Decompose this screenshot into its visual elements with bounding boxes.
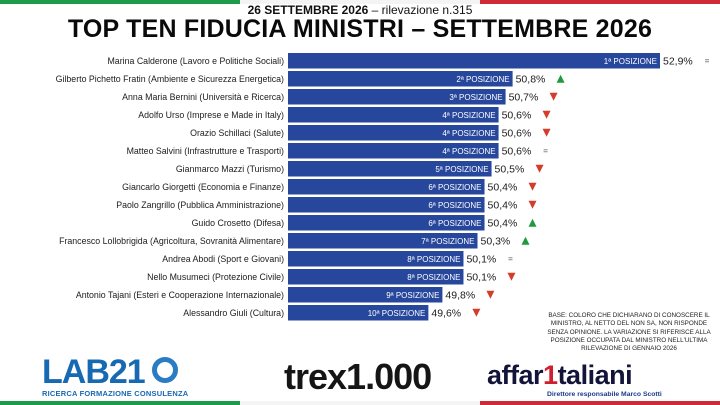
position-label: 9ª POSIZIONE — [386, 291, 439, 300]
value-label: 50,7% — [509, 91, 539, 103]
flag-stripe-white — [240, 0, 480, 4]
trend-down-icon — [486, 290, 495, 299]
lab21-logo: LAB21 RICERCA FORMAZIONE CONSULENZA — [40, 353, 200, 399]
category-label: Paolo Zangrillo (Pubblica Amministrazion… — [116, 200, 284, 210]
category-label: Francesco Lollobrigida (Agricoltura, Sov… — [59, 236, 284, 246]
position-label: 8ª POSIZIONE — [407, 255, 460, 264]
trend-down-icon — [528, 182, 537, 191]
category-label: Antonio Tajani (Esteri e Cooperazione In… — [76, 290, 284, 300]
flag-stripe-green — [0, 0, 240, 4]
value-label: 49,8% — [445, 289, 475, 301]
category-label: Anna Maria Bernini (Università e Ricerca… — [122, 92, 284, 102]
value-label: 49,6% — [431, 307, 461, 319]
trend-down-icon — [542, 128, 551, 137]
survey-subtitle: 26 SETTEMBRE 2026 – rilevazione n.315 — [247, 3, 473, 17]
position-label: 4ª POSIZIONE — [442, 111, 495, 120]
bottom-flag-stripe-white — [240, 401, 480, 405]
affaritaliani-wordmark: affar1taliani — [487, 360, 633, 390]
category-label: Marina Calderone (Lavoro e Politiche Soc… — [107, 56, 284, 66]
lab21-wordmark: LAB21 — [42, 353, 146, 391]
trend-same-icon-bottom — [543, 151, 548, 153]
category-label: Matteo Salvini (Infrastrutture e Traspor… — [127, 146, 284, 156]
bar — [288, 125, 499, 141]
trex-wordmark: trex1.000 — [284, 356, 432, 397]
survey-number: rilevazione n.315 — [381, 3, 473, 17]
ranking-chart: Marina Calderone (Lavoro e Politiche Soc… — [56, 53, 709, 321]
bar — [288, 287, 443, 303]
trend-down-icon — [507, 272, 516, 281]
value-label: 50,6% — [502, 109, 532, 121]
trend-same-icon-bottom — [508, 259, 513, 261]
category-label: Gianmarco Mazzi (Turismo) — [176, 164, 284, 174]
affaritaliani-tagline: Direttore responsabile Marco Scotti — [547, 391, 662, 398]
position-label: 6ª POSIZIONE — [428, 201, 481, 210]
trend-down-icon — [472, 308, 481, 317]
trend-down-icon — [542, 110, 551, 119]
category-label: Adolfo Urso (Imprese e Made in Italy) — [138, 110, 284, 120]
bar — [288, 53, 660, 69]
position-label: 4ª POSIZIONE — [442, 147, 495, 156]
flag-stripe-red — [480, 0, 720, 4]
lab21-ring-icon — [152, 357, 178, 383]
category-label: Giancarlo Giorgetti (Economia e Finanze) — [122, 182, 284, 192]
bar — [288, 305, 429, 321]
value-label: 50,1% — [466, 271, 496, 283]
bottom-flag-stripe-red — [480, 401, 720, 405]
category-label: Nello Musumeci (Protezione Civile) — [147, 272, 284, 282]
bar — [288, 215, 485, 231]
category-label: Orazio Schillaci (Salute) — [190, 128, 284, 138]
bar — [288, 161, 492, 177]
value-label: 50,4% — [488, 181, 518, 193]
position-label: 4ª POSIZIONE — [442, 129, 495, 138]
value-label: 50,1% — [466, 253, 496, 265]
trex-logo: trex1.000 — [284, 356, 454, 400]
position-label: 5ª POSIZIONE — [435, 165, 488, 174]
position-label: 6ª POSIZIONE — [428, 183, 481, 192]
position-label: 3ª POSIZIONE — [449, 93, 502, 102]
position-label: 6ª POSIZIONE — [428, 219, 481, 228]
bar — [288, 107, 499, 123]
value-label: 52,9% — [663, 55, 693, 67]
value-label: 50,8% — [516, 73, 546, 85]
position-label: 1ª POSIZIONE — [604, 57, 657, 66]
value-label: 50,6% — [502, 145, 532, 157]
trend-same-icon-top — [508, 257, 513, 259]
page-title: TOP TEN FIDUCIA MINISTRI – SETTEMBRE 202… — [67, 15, 653, 43]
bar — [288, 233, 478, 249]
trend-down-icon — [549, 92, 558, 101]
bottom-flag-stripe-green — [0, 401, 240, 405]
category-label: Guido Crosetto (Difesa) — [192, 218, 284, 228]
value-label: 50,5% — [495, 163, 525, 175]
category-label: Andrea Abodi (Sport e Giovani) — [162, 254, 284, 264]
trend-same-icon-bottom — [705, 61, 709, 63]
survey-date: 26 SETTEMBRE 2026 — [247, 3, 369, 17]
trend-same-icon-top — [543, 149, 548, 151]
bar — [288, 89, 506, 105]
bar — [288, 197, 485, 213]
position-label: 8ª POSIZIONE — [407, 273, 460, 282]
trend-up-icon — [521, 236, 530, 245]
affaritaliani-logo: affar1taliani Direttore responsabile Mar… — [487, 360, 712, 400]
lab21-tagline: RICERCA FORMAZIONE CONSULENZA — [42, 389, 189, 398]
trend-down-icon — [535, 164, 544, 173]
value-label: 50,3% — [481, 235, 511, 247]
bar — [288, 143, 499, 159]
position-label: 10ª POSIZIONE — [368, 309, 426, 318]
bar — [288, 179, 485, 195]
footnote: BASE: COLORO CHE DICHIARANO DI CONOSCERE… — [547, 312, 711, 353]
value-label: 50,6% — [502, 127, 532, 139]
trend-same-icon-top — [705, 59, 709, 61]
bar — [288, 71, 513, 87]
bar — [288, 269, 464, 285]
category-label: Alessandro Giuli (Cultura) — [183, 308, 284, 318]
value-label: 50,4% — [488, 217, 518, 229]
position-label: 7ª POSIZIONE — [421, 237, 474, 246]
value-label: 50,4% — [488, 199, 518, 211]
position-label: 2ª POSIZIONE — [456, 75, 509, 84]
trend-up-icon — [556, 74, 565, 83]
bar — [288, 251, 464, 267]
category-label: Gilberto Pichetto Fratin (Ambiente e Sic… — [56, 74, 284, 84]
trend-down-icon — [528, 200, 537, 209]
trend-up-icon — [528, 218, 537, 227]
